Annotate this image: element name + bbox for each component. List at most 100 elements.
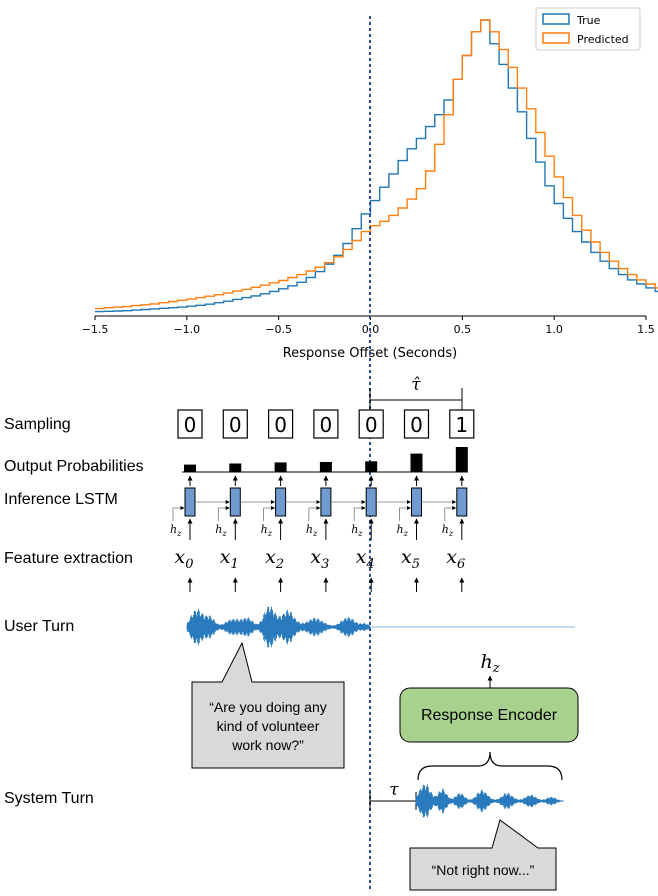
user-turn-waveform [186,606,371,648]
hz-input-arrow [353,506,366,521]
histogram-chart: −1.5−1.0−0.50.00.51.01.5 Response Offset… [82,7,658,361]
hz-sub: z [221,529,227,538]
row-label-inference-lstm: Inference LSTM [4,491,118,508]
encoder-hz-base: h [480,651,492,673]
response-encoder-label: Response Encoder [421,707,558,724]
tau-label: τ [389,780,399,800]
sample-box [403,409,430,439]
system-waveform-path [415,784,564,818]
feature-base: x [175,546,186,568]
x-tick-label: 0.5 [454,323,472,336]
legend-label-predicted: Predicted [577,33,629,46]
response-encoder-box [399,687,579,743]
sample-value: 0 [184,413,197,437]
row-label-feature-extraction: Feature extraction [4,550,133,567]
feature-sub: 6 [457,557,465,572]
feature-sub: 2 [275,557,284,572]
feature-label: x6 [446,546,465,572]
hz-base: h [397,523,404,536]
hz-input-label: hz [397,523,409,538]
feature-sub: 4 [365,557,374,572]
tau-hat-bracket: τ̂ [369,375,463,410]
output-probability-bar [410,453,423,472]
output-probability-bar [184,464,196,472]
feature-sub: 5 [412,557,420,572]
legend-frame [535,7,641,51]
histogram-series-true [95,19,658,313]
hz-sub: z [357,529,363,538]
histogram-series-layer [95,19,658,313]
response-encoder: hz Response Encoder [399,651,579,781]
hz-input-arrow [308,506,321,521]
user-utterance-line-2: kind of volunteer [217,718,320,734]
hz-input-label: hz [351,523,363,538]
legend-swatch-predicted [542,32,570,44]
encoder-hz-sub: z [492,661,500,676]
hz-input-arrow [399,506,411,521]
feature-sub: 1 [231,557,239,572]
hz-sub: z [176,529,182,538]
user-utterance-line-3: work now?” [231,737,304,753]
tau-hat-label: τ̂ [411,375,421,395]
x-tick-label: −1.0 [173,323,200,336]
feature-sub: 3 [321,557,329,572]
hz-base: h [306,523,313,536]
sample-box [177,409,203,439]
sample-value: 0 [274,413,287,437]
system-speech-bubble: “Not right now...” [409,819,557,891]
user-bubble-shape [191,641,345,769]
sample-value: 0 [229,413,242,437]
hz-base: h [261,523,268,536]
feature-label: x5 [401,546,420,572]
hz-base: h [215,523,222,536]
feature-label: x1 [220,546,239,572]
chart-legend: True Predicted [535,7,641,51]
x-tick-label: −0.5 [265,323,292,336]
hz-input-arrow [263,506,275,521]
hz-base: h [351,523,358,536]
output-probability-bar [365,461,378,472]
hz-input-label: hz [261,523,273,538]
sample-value: 1 [455,413,468,437]
system-utterance: “Not right now...” [432,862,535,878]
sample-value: 0 [320,413,333,437]
hz-input-label: hz [170,523,182,538]
lstm-cell [411,487,422,517]
feature-label: x3 [310,546,329,572]
hz-input-label: hz [215,523,227,538]
lstm-cell [275,487,287,517]
sample-box [222,409,248,439]
histogram-series-predicted [95,19,658,310]
feature-base: x [265,546,276,568]
row-label-output-probabilities: Output Probabilities [4,458,144,475]
hz-sub: z [267,529,273,538]
feature-label: x2 [265,546,284,572]
lstm-cell [365,487,377,517]
encoder-hz-label: hz [480,651,499,676]
hz-input-arrow [444,506,457,521]
feature-label: x4 [356,546,375,572]
hz-sub: z [312,529,318,538]
hz-input-arrow [217,506,230,521]
output-probability-bar [455,447,468,472]
hz-input-label: hz [442,523,454,538]
feature-base: x [446,546,457,568]
hz-base: h [442,523,449,536]
row-label-user-turn: User Turn [4,618,74,635]
x-tick-label: 1.5 [637,323,655,336]
x-tick-label: 1.0 [545,323,563,336]
sample-value: 0 [410,413,423,437]
legend-swatch-true [542,13,570,25]
x-tick-label: −1.5 [82,323,109,336]
user-speech-bubble: “Are you doing any kind of volunteer wor… [191,641,345,769]
feature-base: x [401,546,412,568]
feature-base: x [220,546,231,568]
output-probability-bar [274,462,287,472]
hz-base: h [170,523,177,536]
sample-box [313,409,339,439]
